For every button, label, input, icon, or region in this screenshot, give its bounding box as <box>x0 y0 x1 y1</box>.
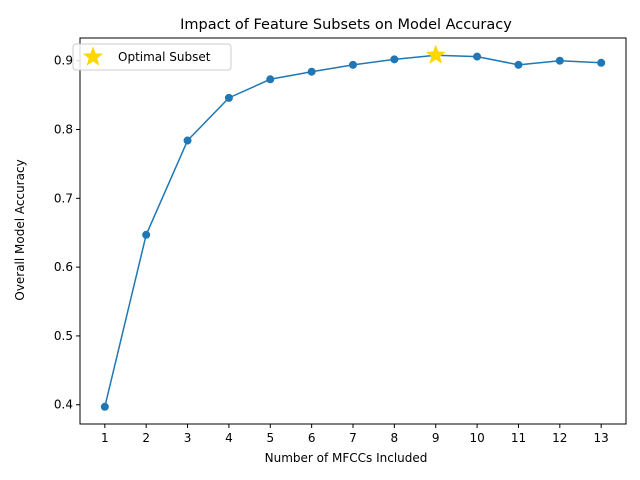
x-tick-label: 10 <box>469 431 484 445</box>
y-tick-label: 0.9 <box>54 54 73 68</box>
optimal-subset-star <box>426 45 445 63</box>
data-point <box>142 231 150 239</box>
x-tick-label: 2 <box>142 431 150 445</box>
data-point <box>556 57 564 65</box>
data-point <box>266 75 274 83</box>
x-tick-label: 11 <box>511 431 526 445</box>
series-line <box>105 55 601 407</box>
x-tick-label: 4 <box>225 431 233 445</box>
data-point <box>390 55 398 63</box>
x-tick-label: 5 <box>266 431 274 445</box>
data-point <box>597 59 605 67</box>
x-tick-label: 13 <box>594 431 609 445</box>
y-tick-label: 0.4 <box>54 398 73 412</box>
data-point <box>101 403 109 411</box>
x-tick-label: 6 <box>308 431 316 445</box>
y-tick-label: 0.6 <box>54 260 73 274</box>
x-tick-label: 9 <box>432 431 440 445</box>
x-tick-label: 12 <box>552 431 567 445</box>
y-tick-label: 0.5 <box>54 329 73 343</box>
chart-title: Impact of Feature Subsets on Model Accur… <box>180 17 512 33</box>
x-axis-label: Number of MFCCs Included <box>265 451 428 465</box>
x-tick-label: 3 <box>184 431 192 445</box>
x-tick-label: 8 <box>391 431 399 445</box>
legend: Optimal Subset <box>73 44 231 70</box>
data-point <box>225 94 233 102</box>
axes-frame <box>80 38 626 424</box>
data-point <box>514 61 522 69</box>
y-axis-label: Overall Model Accuracy <box>13 159 27 300</box>
data-point <box>184 137 192 145</box>
x-tick-label: 7 <box>349 431 357 445</box>
data-point <box>308 68 316 76</box>
legend-entry-optimal-subset: Optimal Subset <box>118 50 211 64</box>
y-tick-label: 0.8 <box>54 123 73 137</box>
data-point <box>473 53 481 61</box>
data-point <box>349 61 357 69</box>
x-tick-label: 1 <box>101 431 109 445</box>
y-tick-label: 0.7 <box>54 191 73 205</box>
plot-area: 1 2 3 4 5 6 7 8 9 10 11 12 130.40.50.60.70.80.9 <box>54 38 626 445</box>
